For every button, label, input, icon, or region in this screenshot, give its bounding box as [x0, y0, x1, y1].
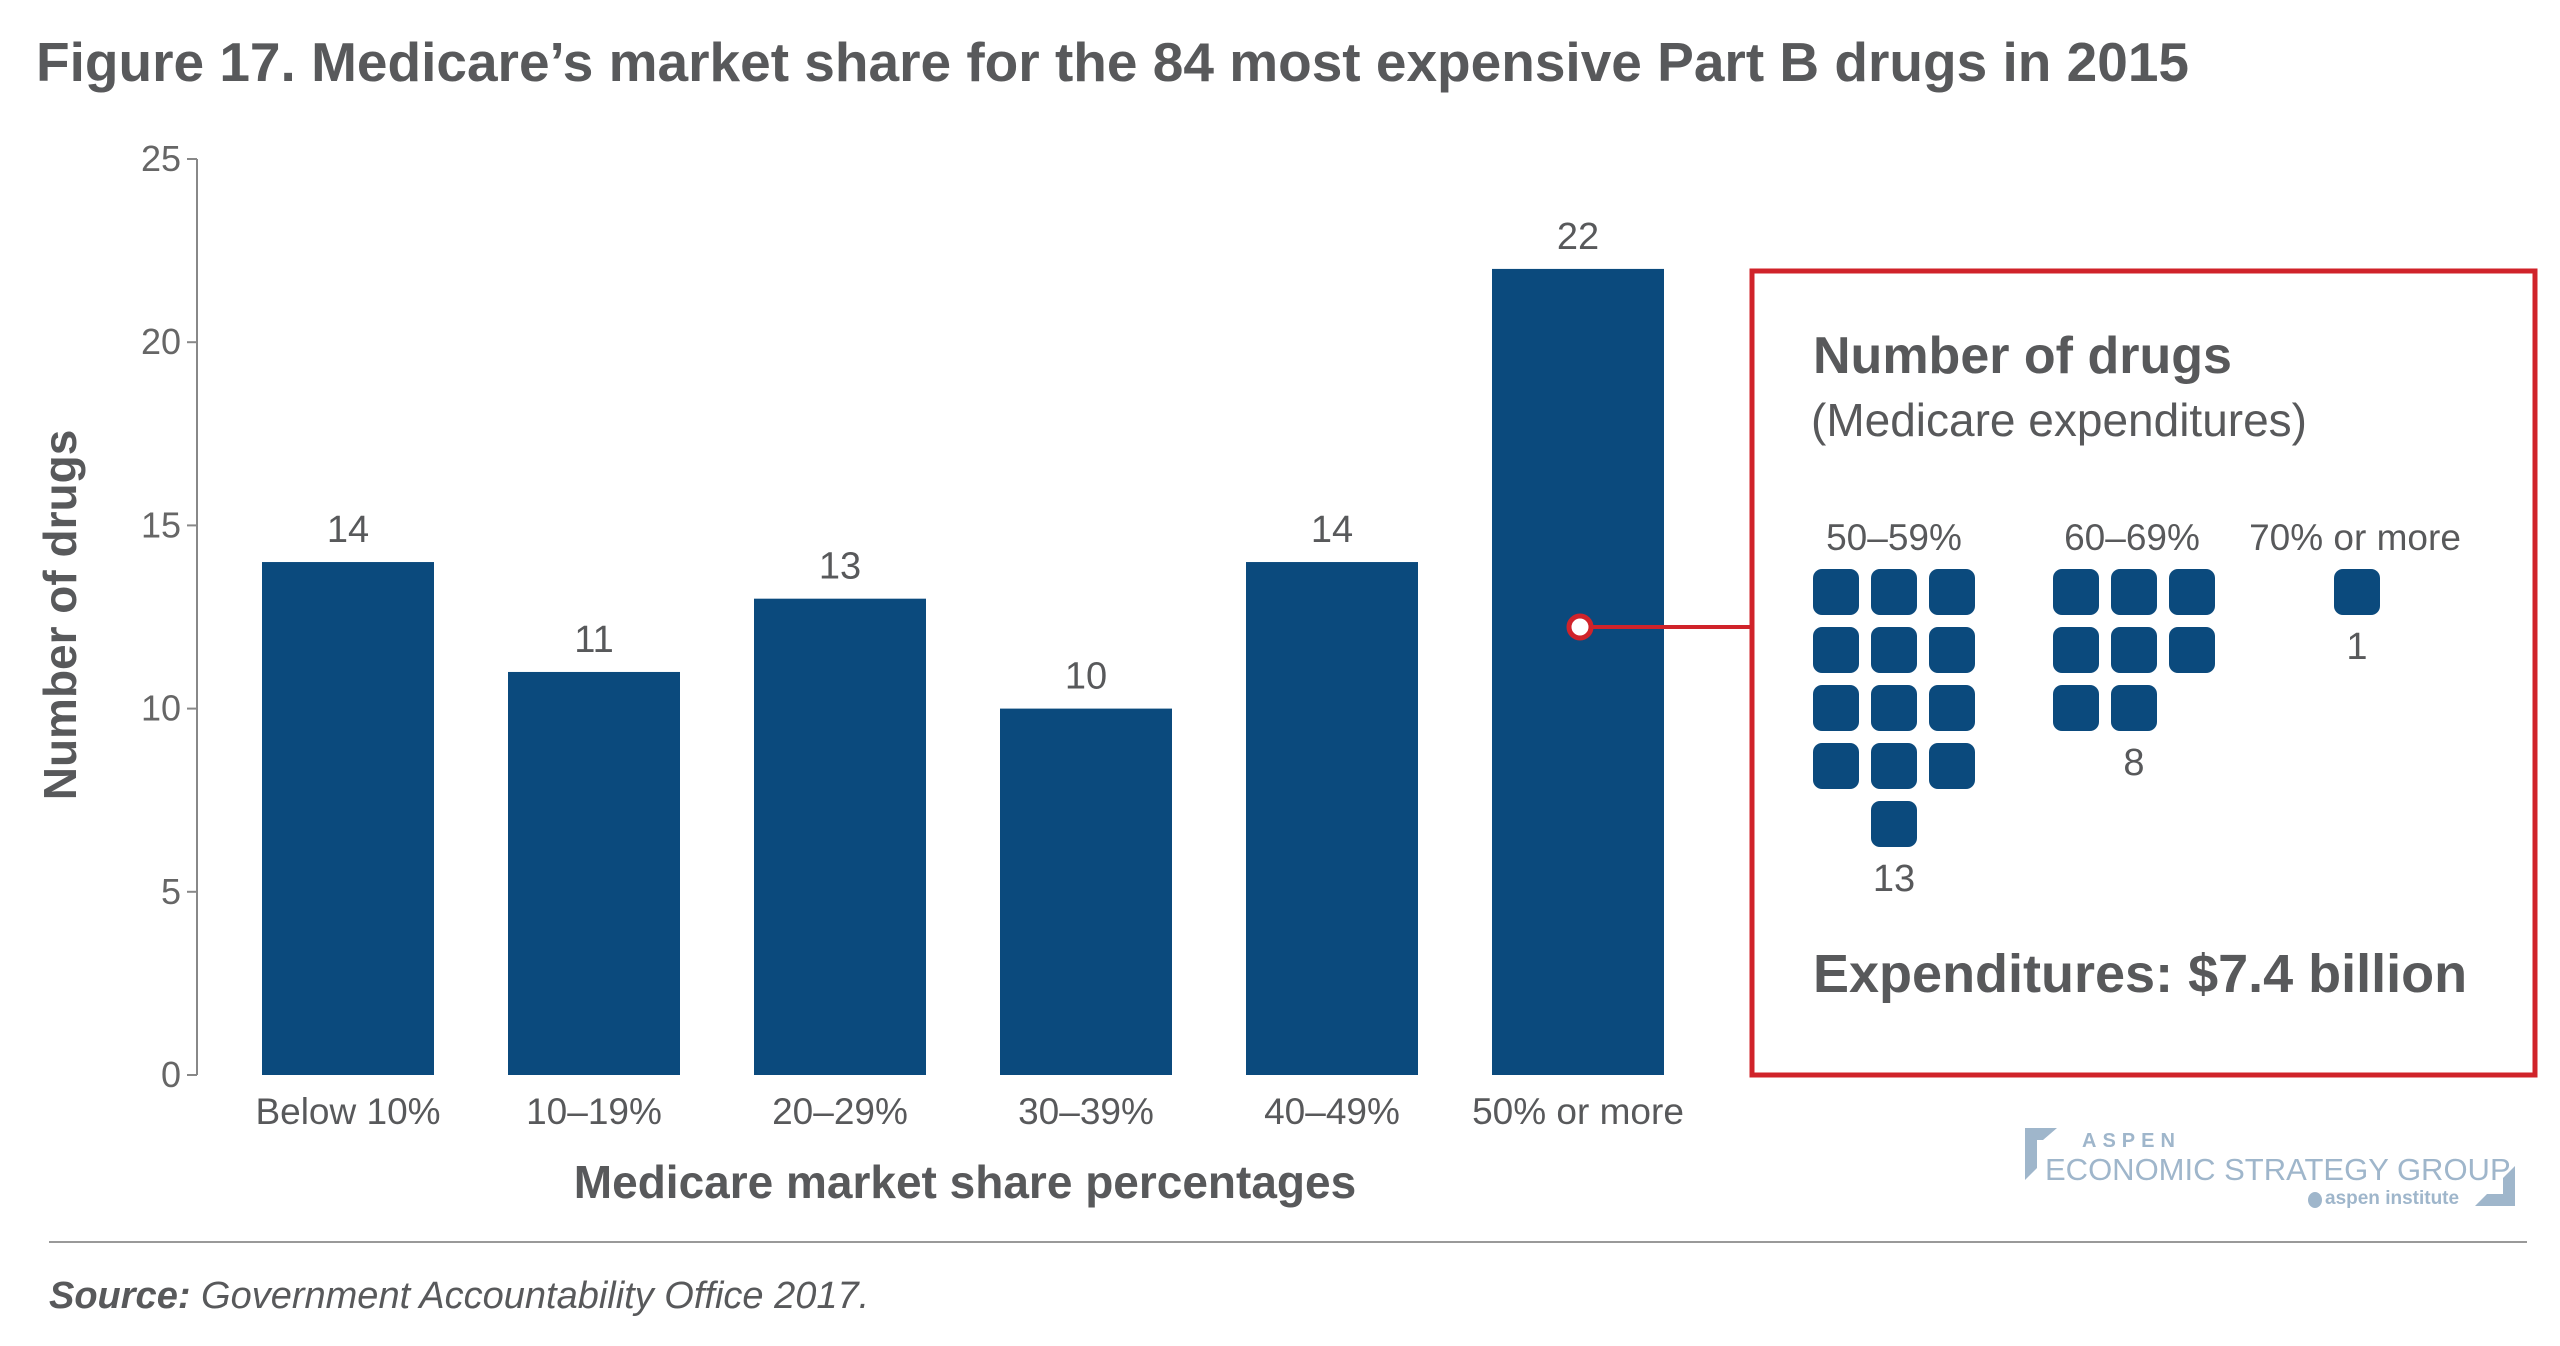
bar [262, 562, 434, 1075]
x-tick-label: 40–49% [1264, 1091, 1400, 1132]
drug-square [2111, 685, 2157, 731]
y-tick-label: 10 [141, 688, 181, 729]
source-label: Source: [49, 1275, 191, 1317]
drug-square [1929, 627, 1975, 673]
y-tick-label: 25 [141, 138, 181, 179]
bar [1000, 708, 1172, 1075]
group-label: 60–69% [2064, 517, 2200, 558]
drug-square [2053, 627, 2099, 673]
data-label: 13 [819, 546, 861, 588]
source-note: Source: Government Accountability Office… [49, 1275, 869, 1318]
drug-square [2111, 627, 2157, 673]
data-label: 10 [1065, 656, 1107, 698]
drug-square [1871, 743, 1917, 789]
bar [754, 598, 926, 1075]
bar [1246, 562, 1418, 1075]
drug-square [2053, 685, 2099, 731]
y-tick-label: 15 [141, 504, 181, 545]
x-axis-title: Medicare market share percentages [574, 1156, 1356, 1208]
callout-expenditures: Expenditures: $7.4 billion [1813, 944, 2467, 1004]
y-tick-label: 5 [161, 871, 181, 912]
x-tick-label: 10–19% [526, 1091, 662, 1132]
chart-title: Figure 17. Medicare’s market share for t… [36, 31, 2190, 93]
source-text: Government Accountability Office 2017. [190, 1275, 870, 1317]
data-label: 14 [327, 509, 369, 551]
x-tick-label: 30–39% [1018, 1091, 1154, 1132]
drug-square [2169, 569, 2215, 615]
callout-box [1749, 268, 2538, 1078]
logo-institute: aspen institute [2325, 1188, 2460, 1209]
bar [1492, 268, 1664, 1075]
data-label: 22 [1557, 216, 1599, 258]
x-tick-label: Below 10% [255, 1091, 440, 1132]
y-tick-label: 0 [161, 1054, 181, 1095]
drug-square [1813, 685, 1859, 731]
callout-marker [1566, 613, 1594, 641]
group-label: 70% or more [2249, 517, 2461, 558]
y-tick-label: 20 [141, 321, 181, 362]
drug-square [2053, 569, 2099, 615]
group-count: 8 [2123, 742, 2144, 784]
aspen-logo: ASPEN ECONOMIC STRATEGY GROUP aspen inst… [2025, 1128, 2525, 1218]
data-label: 11 [574, 619, 613, 661]
logo-bracket-icon [2025, 1128, 2515, 1208]
group-label: 50–59% [1826, 517, 1962, 558]
drug-square [2169, 627, 2215, 673]
group-count: 1 [2346, 626, 2367, 668]
drug-square [2111, 569, 2157, 615]
drug-square [1871, 801, 1917, 847]
callout-title: Number of drugs [1813, 327, 2232, 385]
logo-esg: ECONOMIC STRATEGY GROUP [2045, 1152, 2511, 1187]
callout-subtitle: (Medicare expenditures) [1811, 394, 2307, 446]
x-tick-label: 50% or more [1472, 1091, 1684, 1132]
drug-square [1813, 743, 1859, 789]
logo-aspen: ASPEN [2082, 1130, 2181, 1152]
y-axis-title: Number of drugs [34, 430, 86, 801]
x-tick-label: 20–29% [772, 1091, 908, 1132]
drug-square [1929, 569, 1975, 615]
drug-square [1813, 627, 1859, 673]
drug-square [1871, 627, 1917, 673]
drug-square [1929, 685, 1975, 731]
drug-square [1929, 743, 1975, 789]
data-label: 14 [1311, 509, 1353, 551]
drug-square [1871, 569, 1917, 615]
drug-square [1813, 569, 1859, 615]
drug-square [1871, 685, 1917, 731]
drug-square [2334, 569, 2380, 615]
bar [508, 671, 680, 1075]
group-count: 13 [1873, 858, 1915, 900]
